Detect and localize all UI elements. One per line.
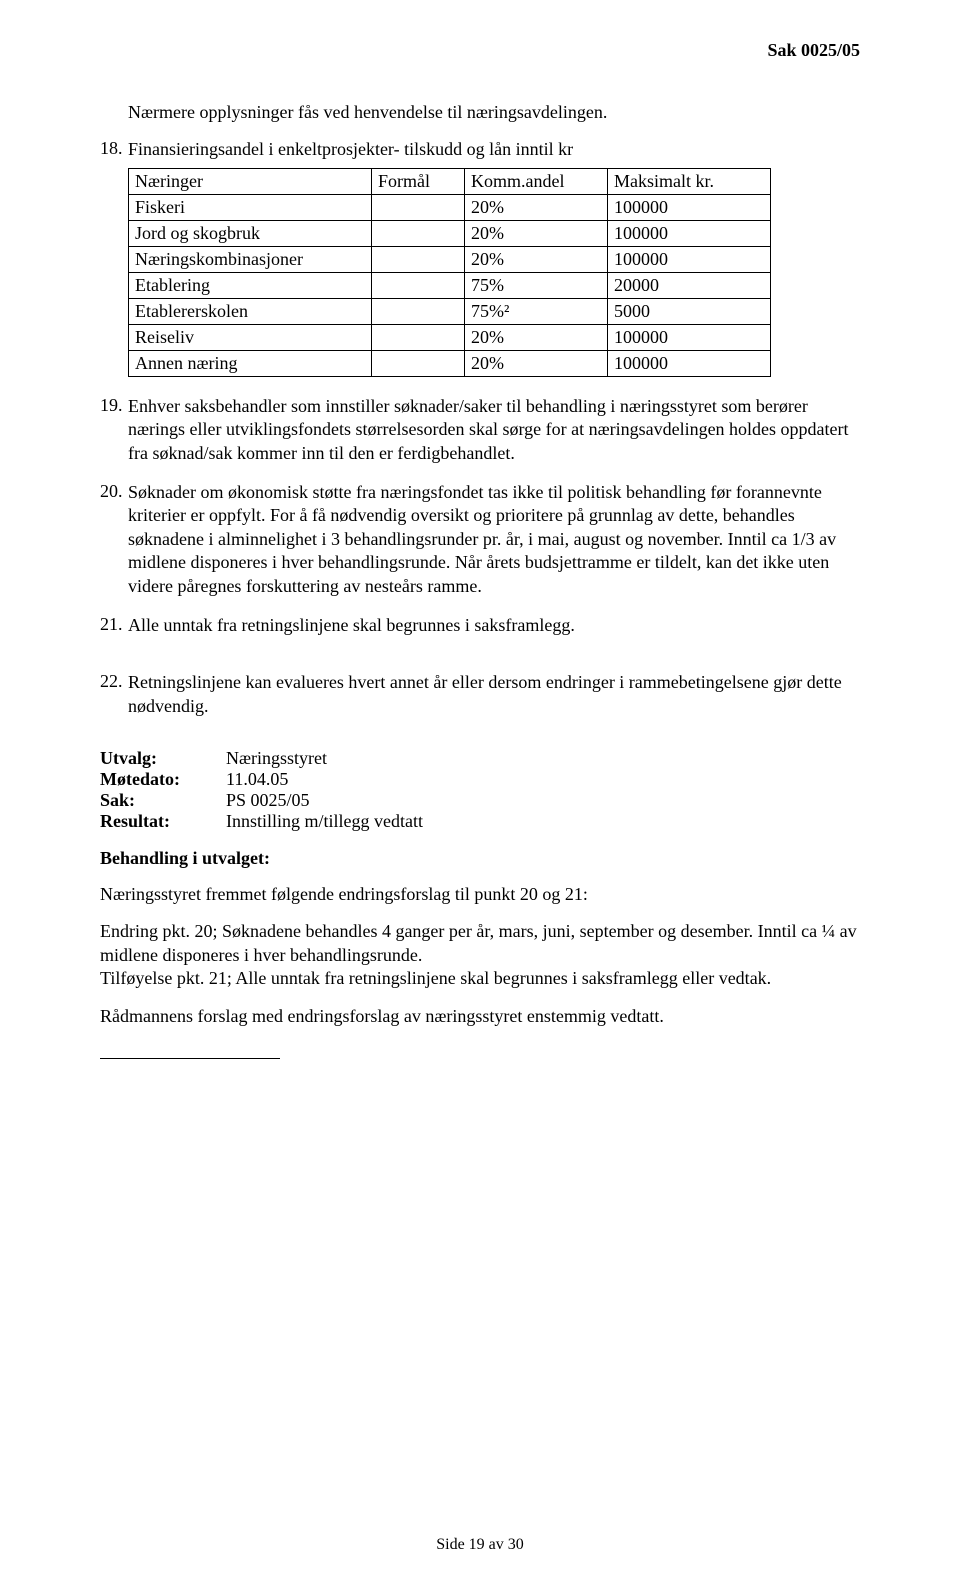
intro-line: Nærmere opplysninger fås ved henvendelse…: [100, 101, 860, 124]
table-row: Etablererskolen 75%² 5000: [129, 298, 771, 324]
meta-sak-label: Sak:: [100, 790, 226, 811]
item-text: Enhver saksbehandler som innstiller søkn…: [128, 395, 860, 465]
th-formal: Formål: [372, 168, 465, 194]
case-number-header: Sak 0025/05: [100, 40, 860, 61]
item-number: 18.: [100, 138, 128, 161]
meta-utvalg-value: Næringsstyret: [226, 748, 429, 769]
item-text: Finansieringsandel i enkeltprosjekter- t…: [128, 138, 860, 161]
th-maksimalt: Maksimalt kr.: [608, 168, 771, 194]
meta-resultat-label: Resultat:: [100, 811, 226, 832]
cell-formal: [372, 194, 465, 220]
cell-formal: [372, 272, 465, 298]
cell-maksimalt: 100000: [608, 324, 771, 350]
cell-kommandel: 20%: [465, 220, 608, 246]
document-page: Sak 0025/05 Nærmere opplysninger fås ved…: [0, 0, 960, 1584]
table-row: Reiseliv 20% 100000: [129, 324, 771, 350]
cell-kommandel: 75%: [465, 272, 608, 298]
cell-formal: [372, 350, 465, 376]
list-item-19: 19. Enhver saksbehandler som innstiller …: [100, 395, 860, 465]
meta-utvalg-label: Utvalg:: [100, 748, 226, 769]
table-header-row: Næringer Formål Komm.andel Maksimalt kr.: [129, 168, 771, 194]
cell-maksimalt: 100000: [608, 194, 771, 220]
table-row: Fiskeri 20% 100000: [129, 194, 771, 220]
meta-motedato-label: Møtedato:: [100, 769, 226, 790]
list-item-18: 18. Finansieringsandel i enkeltprosjekte…: [100, 138, 860, 161]
table-row: Næringskombinasjoner 20% 100000: [129, 246, 771, 272]
cell-kommandel: 20%: [465, 324, 608, 350]
behandling-p4: Rådmannens forslag med endringsforslag a…: [100, 1005, 860, 1028]
item-number: 22.: [100, 671, 128, 718]
table-row: Etablering 75% 20000: [129, 272, 771, 298]
meta-table: Utvalg: Næringsstyret Møtedato: 11.04.05…: [100, 748, 429, 832]
item-number: 20.: [100, 481, 128, 598]
item-number: 19.: [100, 395, 128, 465]
cell-formal: [372, 324, 465, 350]
cell-formal: [372, 220, 465, 246]
behandling-heading: Behandling i utvalget:: [100, 848, 860, 869]
cell-naringer: Annen næring: [129, 350, 372, 376]
cell-naringer: Reiseliv: [129, 324, 372, 350]
meta-resultat-value: Innstilling m/tillegg vedtatt: [226, 811, 429, 832]
cell-kommandel: 20%: [465, 194, 608, 220]
table-row: Jord og skogbruk 20% 100000: [129, 220, 771, 246]
cell-naringer: Fiskeri: [129, 194, 372, 220]
footnote-rule: [100, 1058, 280, 1059]
cell-naringer: Næringskombinasjoner: [129, 246, 372, 272]
item-text: Alle unntak fra retningslinjene skal beg…: [128, 614, 860, 637]
meta-motedato-value: 11.04.05: [226, 769, 429, 790]
cell-formal: [372, 298, 465, 324]
cell-maksimalt: 20000: [608, 272, 771, 298]
meta-sak-value: PS 0025/05: [226, 790, 429, 811]
list-item-22: 22. Retningslinjene kan evalueres hvert …: [100, 671, 860, 718]
cell-naringer: Etablererskolen: [129, 298, 372, 324]
item-text: Søknader om økonomisk støtte fra nærings…: [128, 481, 860, 598]
th-naringer: Næringer: [129, 168, 372, 194]
cell-maksimalt: 100000: [608, 246, 771, 272]
cell-kommandel: 20%: [465, 350, 608, 376]
cell-formal: [372, 246, 465, 272]
behandling-p1: Næringsstyret fremmet følgende endringsf…: [100, 883, 860, 906]
behandling-p3: Tilføyelse pkt. 21; Alle unntak fra retn…: [100, 967, 860, 990]
cell-naringer: Jord og skogbruk: [129, 220, 372, 246]
cell-maksimalt: 100000: [608, 220, 771, 246]
th-kommandel: Komm.andel: [465, 168, 608, 194]
cell-maksimalt: 5000: [608, 298, 771, 324]
financing-table: Næringer Formål Komm.andel Maksimalt kr.…: [128, 168, 771, 377]
table-row: Annen næring 20% 100000: [129, 350, 771, 376]
cell-maksimalt: 100000: [608, 350, 771, 376]
cell-kommandel: 75%²: [465, 298, 608, 324]
cell-kommandel: 20%: [465, 246, 608, 272]
item-text: Retningslinjene kan evalueres hvert anne…: [128, 671, 860, 718]
list-item-20: 20. Søknader om økonomisk støtte fra nær…: [100, 481, 860, 598]
page-footer: Side 19 av 30: [0, 1536, 960, 1554]
item-number: 21.: [100, 614, 128, 637]
list-item-21: 21. Alle unntak fra retningslinjene skal…: [100, 614, 860, 637]
behandling-p2: Endring pkt. 20; Søknadene behandles 4 g…: [100, 920, 860, 967]
cell-naringer: Etablering: [129, 272, 372, 298]
